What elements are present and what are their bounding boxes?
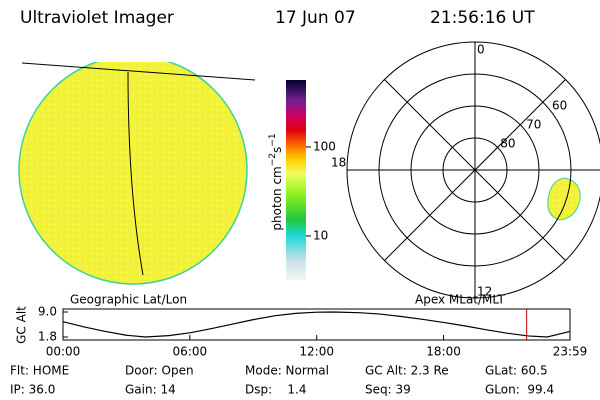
x-tick-label: 12:00: [299, 345, 334, 359]
title: Ultraviolet Imager: [20, 8, 174, 28]
date: 17 Jun 07: [275, 8, 356, 28]
polar-spoke: [384, 79, 566, 261]
y-axis-label: GC Alt: [15, 306, 29, 344]
lat-tick-label: 70: [526, 117, 541, 131]
status-field: IP: 36.0: [10, 383, 55, 397]
status-field: GLon: 99.4: [485, 383, 554, 397]
image: [18, 62, 248, 285]
lat-tick-label: 60: [552, 99, 567, 113]
status-field: Door: Open: [125, 364, 194, 378]
colorbar-label: photon cm−2s−1: [268, 133, 284, 230]
grid-line: [127, 71, 144, 276]
status-field: Flt: HOME: [10, 364, 69, 378]
colorbar-label-text: photon cm−2s−1: [268, 133, 284, 230]
x-tick-label: 18:00: [426, 345, 461, 359]
time: 21:56:16 UT: [430, 8, 535, 28]
status-field: Mode: Normal: [245, 364, 329, 378]
mlt-tick-label: 12: [477, 285, 492, 299]
x-tick-label: 23:59: [553, 345, 588, 359]
y-tick-label: 1.8: [38, 330, 57, 344]
panel-label: Apex MLat/MLT: [415, 293, 505, 307]
status-field: Seq: 39: [365, 383, 411, 397]
grid-line: [21, 62, 256, 81]
panel-label: Geographic Lat/Lon: [70, 293, 187, 307]
status-field: GLat: 60.5: [485, 364, 548, 378]
grid-line: [442, 137, 508, 203]
colorbar-tick-label: 100: [313, 139, 336, 153]
colorbar: [286, 80, 306, 280]
lat-tick-label: 80: [500, 136, 515, 150]
grid-line: [410, 105, 540, 235]
x-tick-label: 00:00: [46, 345, 81, 359]
mlt-tick-label: 0: [477, 43, 485, 57]
mlt-tick-label: 18: [331, 156, 346, 170]
y-tick-label: 9.0: [38, 305, 57, 319]
altitude-line: [62, 311, 571, 338]
grid-line: [378, 73, 572, 267]
status-field: Gain: 14: [125, 383, 176, 397]
image: [547, 177, 581, 221]
status-field: GC Alt: 2.3 Re: [365, 364, 449, 378]
colorbar-tick-label: 10: [313, 228, 328, 242]
status-field: Dsp: 1.4: [245, 383, 307, 397]
x-tick-label: 06:00: [173, 345, 208, 359]
